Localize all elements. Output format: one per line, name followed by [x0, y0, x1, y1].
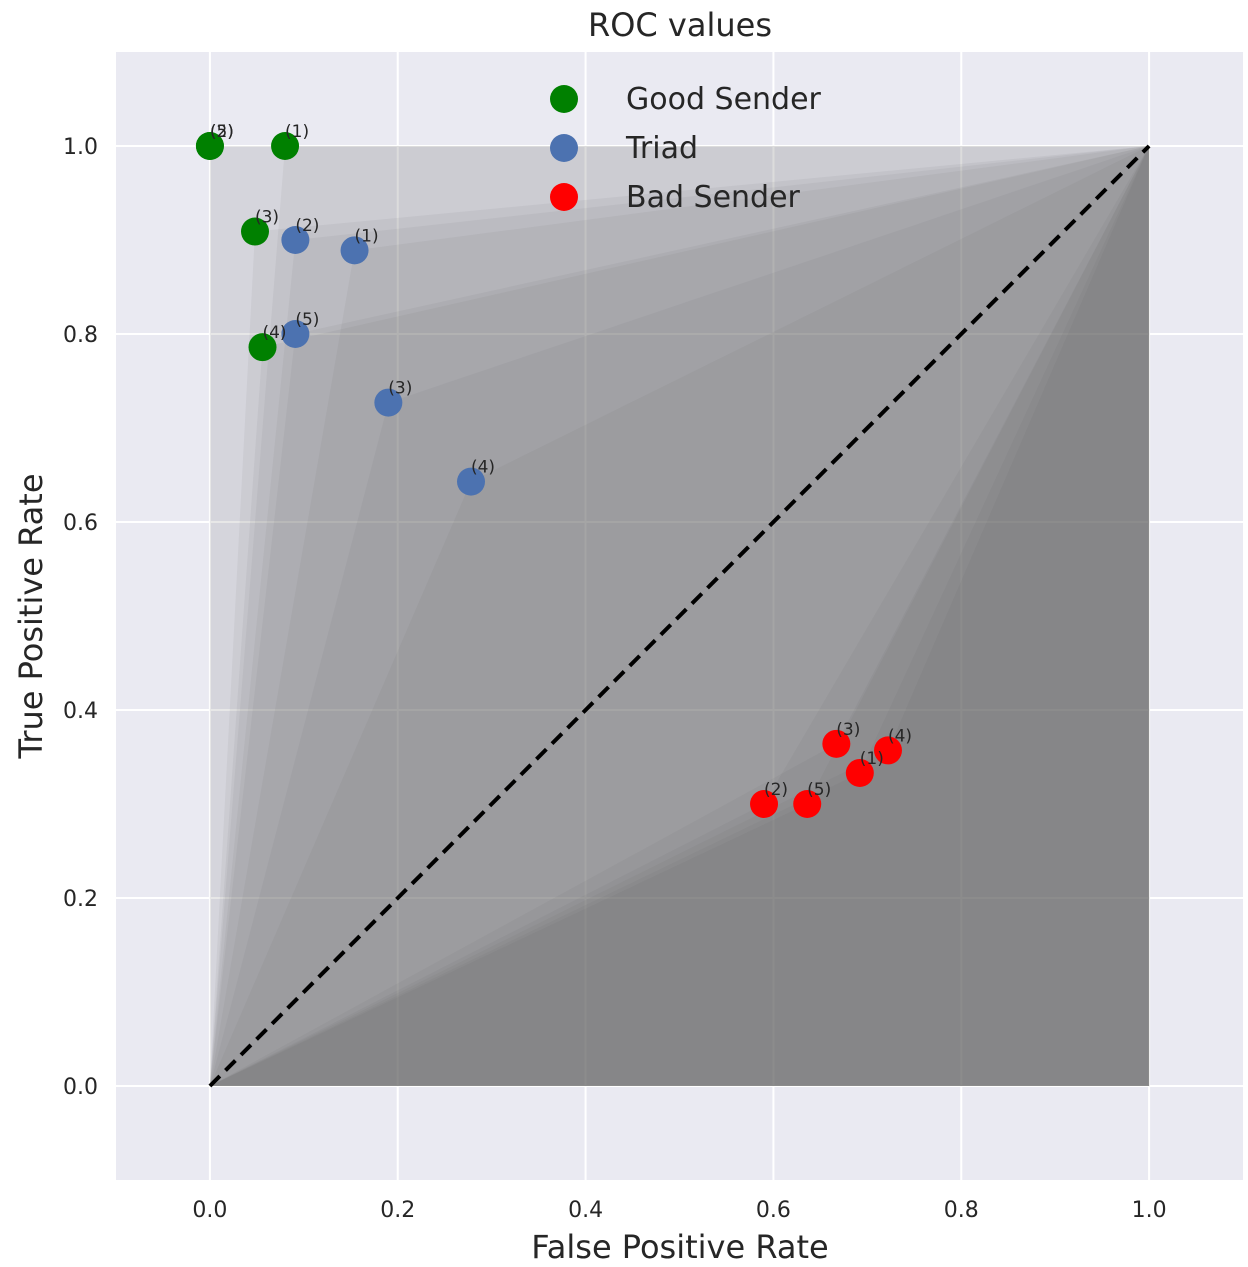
roc-area-polygon	[209, 146, 1150, 1086]
data-point	[457, 467, 486, 496]
point-label: (3)	[388, 379, 412, 399]
legend-marker	[550, 85, 578, 113]
point-label: (2)	[210, 122, 234, 142]
point-label: (4)	[471, 458, 495, 478]
data-point	[750, 790, 779, 818]
point-label: (1)	[285, 122, 309, 142]
point-label: (5)	[210, 122, 234, 142]
y-tick-label: 0.4	[63, 699, 98, 724]
point-label: (4)	[888, 726, 912, 746]
point-label: (5)	[295, 310, 319, 330]
point-label: (1)	[860, 749, 884, 769]
legend-marker	[550, 183, 578, 211]
data-point	[281, 226, 310, 254]
roc-area-polygon	[209, 146, 1150, 1086]
y-tick-label: 1.0	[63, 135, 98, 160]
y-axis-title: True Positive Rate	[12, 473, 50, 759]
data-point	[374, 388, 403, 417]
point-label: (2)	[764, 780, 788, 800]
y-tick-labels: 0.0 0.2 0.4 0.6 0.8 1.0	[63, 135, 98, 1100]
x-tick-label: 0.2	[380, 1198, 415, 1223]
point-label: (5)	[807, 780, 831, 800]
roc-area-polygon	[209, 146, 1150, 1086]
x-axis-title: False Positive Rate	[531, 1228, 828, 1266]
y-tick-label: 0.2	[63, 887, 98, 912]
grid	[116, 52, 1243, 1180]
data-point	[195, 132, 224, 160]
data-point	[822, 729, 851, 758]
x-tick-label: 0.4	[568, 1198, 603, 1223]
chart-title: ROC values	[588, 6, 772, 44]
legend-marker	[550, 134, 578, 162]
data-point	[340, 236, 369, 265]
chance-diagonal-line	[208, 144, 1151, 1088]
data-point	[873, 736, 902, 765]
roc-area-polygon	[209, 146, 1150, 1086]
x-tick-label: 0.6	[756, 1198, 791, 1223]
point-label: (3)	[836, 720, 860, 740]
y-tick-label: 0.6	[63, 511, 98, 536]
point-labels: (1) (2) (3) (4) (5) (1) (2) (3) (4) (5) (1) (2) (3) (…	[210, 122, 912, 800]
point-label: (2)	[295, 216, 319, 236]
data-points	[195, 132, 902, 818]
data-point	[281, 320, 310, 348]
legend-label: Good Sender	[626, 82, 822, 117]
x-tick-label: 1.0	[1132, 1198, 1167, 1223]
x-tick-label: 0.8	[944, 1198, 979, 1223]
legend-label: Triad	[625, 131, 698, 166]
y-tick-label: 0.0	[63, 1075, 98, 1100]
x-tick-labels: 0.0 0.2 0.4 0.6 0.8 1.0	[192, 1198, 1166, 1223]
point-label: (4)	[262, 323, 286, 343]
y-tick-label: 0.8	[63, 323, 98, 348]
point-label: (3)	[255, 208, 279, 228]
legend-label: Bad Sender	[626, 180, 801, 215]
point-label: (1)	[355, 226, 379, 246]
x-tick-label: 0.0	[192, 1198, 227, 1223]
data-point	[248, 333, 277, 362]
data-point	[793, 790, 822, 818]
roc-area-polygon	[209, 146, 1150, 1086]
data-point	[240, 217, 269, 246]
legend: Good Sender Triad Bad Sender	[550, 82, 822, 215]
data-point	[845, 758, 874, 787]
data-point	[271, 132, 300, 160]
